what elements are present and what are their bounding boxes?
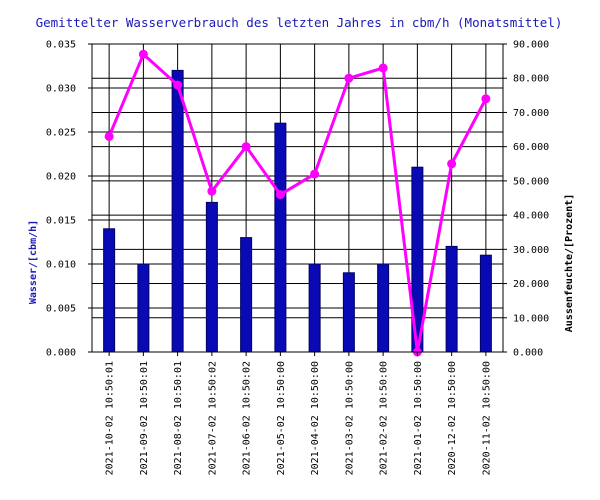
x-tick-label: 2020-11-02 10:50:00 [481, 361, 492, 475]
right-tick-label: 80.000 [513, 74, 549, 85]
left-axis-ticks: 0.000 0.005 0.010 0.015 0.020 0.025 0.030 0.035 [46, 40, 92, 359]
x-tick-label: 2021-05-02 10:50:00 [276, 361, 287, 475]
chart-title: Gemittelter Wasserverbrauch des letzten … [36, 15, 563, 30]
bar [342, 272, 355, 353]
left-axis-label: Wasser/[cbm/h] [28, 220, 39, 304]
bar [205, 201, 218, 353]
right-tick-label: 40.000 [513, 211, 549, 222]
x-axis-ticks: 2021-10-02 10:50:01 2021-09-02 10:50:01 20… [105, 352, 492, 475]
line-path [107, 52, 488, 354]
x-tick-label: 2021-09-02 10:50:01 [139, 361, 150, 475]
left-tick-label: 0.020 [46, 172, 76, 183]
line-point [104, 131, 114, 141]
line-point [447, 159, 457, 169]
line-point [138, 49, 148, 59]
right-axis-ticks: 0.000 10.000 20.000 30.000 40.000 50.000 60.00… [503, 40, 549, 359]
left-tick-label: 0.035 [46, 40, 76, 51]
bar [171, 69, 184, 353]
right-tick-label: 90.000 [513, 40, 549, 51]
bar [479, 254, 492, 353]
left-tick-label: 0.010 [46, 260, 76, 271]
grid [92, 43, 503, 353]
axes [91, 44, 504, 353]
x-tick-label: 2021-06-02 10:50:02 [242, 361, 253, 475]
left-tick-label: 0.025 [46, 128, 76, 139]
x-tick-label: 2021-10-02 10:50:01 [105, 361, 116, 475]
x-tick-label: 2021-08-02 10:50:01 [173, 361, 184, 475]
bar [308, 263, 321, 353]
right-tick-label: 30.000 [513, 245, 549, 256]
line-point [173, 80, 183, 90]
x-tick-label: 2021-01-02 10:50:00 [413, 361, 424, 475]
bar-series [103, 69, 492, 353]
left-tick-label: 0.000 [46, 348, 76, 359]
left-tick-label: 0.005 [46, 304, 76, 315]
right-tick-label: 70.000 [513, 108, 549, 119]
x-tick-label: 2021-07-02 10:50:02 [207, 361, 218, 475]
bar [445, 245, 458, 353]
x-tick-label: 2021-04-02 10:50:00 [310, 361, 321, 475]
line-point [344, 73, 354, 83]
right-tick-label: 10.000 [513, 313, 549, 324]
right-tick-label: 50.000 [513, 176, 549, 187]
bar [103, 228, 116, 353]
line-point [207, 186, 217, 196]
line-point [275, 190, 285, 200]
right-axis-label: Aussenfeuchte/[Prozent] [564, 194, 575, 332]
x-tick-label: 2021-03-02 10:50:00 [344, 361, 355, 475]
line-point [378, 63, 388, 73]
x-tick-label: 2021-02-02 10:50:00 [379, 361, 390, 475]
line-point [241, 142, 251, 152]
x-tick-label: 2020-12-02 10:50:00 [447, 361, 458, 475]
line-series [104, 49, 491, 357]
bar [377, 263, 390, 353]
bar [274, 122, 287, 353]
bar [240, 237, 253, 353]
bar [137, 263, 150, 353]
line-point [481, 94, 491, 104]
left-tick-label: 0.030 [46, 84, 76, 95]
right-tick-label: 0.000 [513, 348, 543, 359]
right-tick-label: 60.000 [513, 142, 549, 153]
left-tick-label: 0.015 [46, 216, 76, 227]
right-tick-label: 20.000 [513, 279, 549, 290]
line-point [310, 169, 320, 179]
